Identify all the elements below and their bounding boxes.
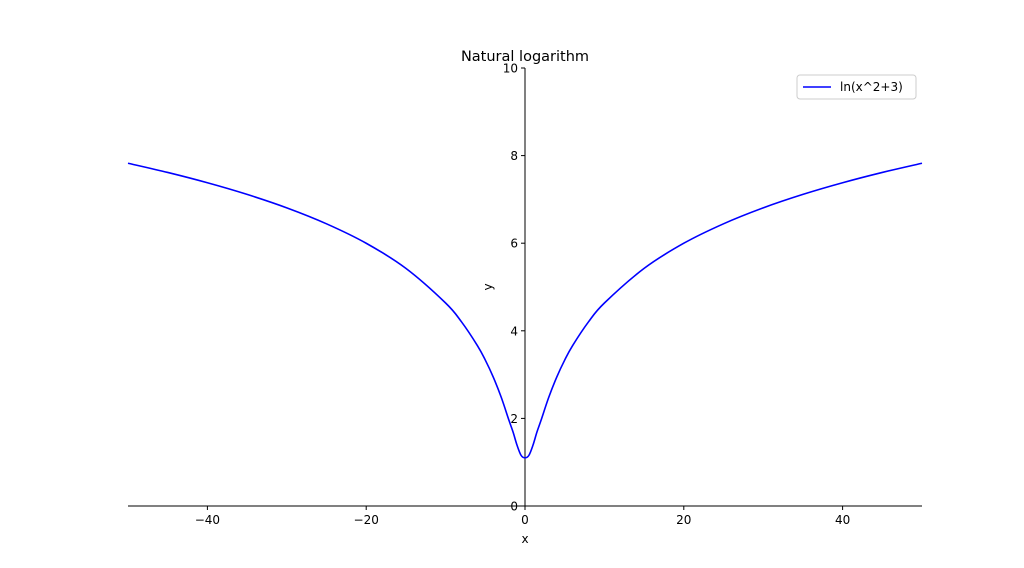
- x-tick-label: 0: [521, 513, 529, 527]
- legend-frame: [796, 74, 917, 100]
- x-tick-label: 20: [676, 513, 691, 527]
- y-tick-label: 0: [510, 500, 518, 514]
- y-tick-label: 2: [510, 412, 518, 426]
- series-layer: [127, 162, 923, 459]
- x-axis-label: x: [521, 532, 528, 546]
- legend: ln(x^2+3): [796, 74, 917, 100]
- y-tick-label: 4: [510, 324, 518, 338]
- x-tick-label: −20: [354, 513, 379, 527]
- x-tick-label: 40: [835, 513, 850, 527]
- series-line: [127, 162, 923, 459]
- y-tick-label: 10: [503, 62, 518, 76]
- axes: [128, 68, 922, 507]
- y-tick-label: 8: [510, 149, 518, 163]
- ticks: −40 −20 0 20 40 0 2 4 6 8 10: [195, 62, 851, 528]
- chart-title: Natural logarithm: [461, 49, 589, 65]
- x-tick-label: −40: [195, 513, 220, 527]
- y-tick-label: 6: [510, 237, 518, 251]
- legend-label: ln(x^2+3): [840, 80, 903, 94]
- y-axis-label: y: [481, 283, 495, 290]
